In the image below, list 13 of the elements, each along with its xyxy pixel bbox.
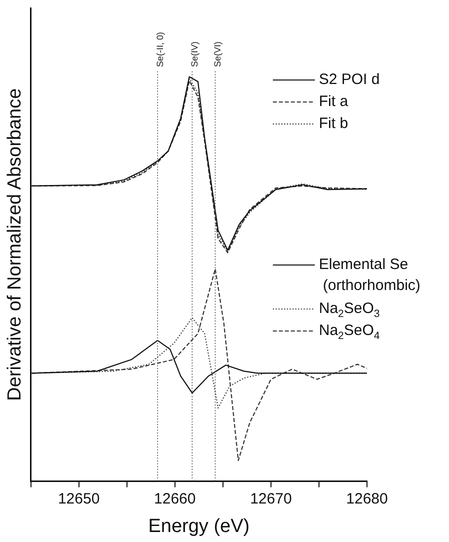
ref-line-label: Se(VI) [212,41,223,67]
x-tick-label: 12650 [58,490,100,508]
y-axis-title: Derivative of Normalized Absorbance [4,88,26,401]
legend-label: Elemental Se (orthorhombic) [318,256,420,294]
ref-line-label: Se(-II, 0) [155,32,166,67]
ref-line-label: Se(IV) [190,41,200,67]
x-axis-title: Energy (eV) [148,516,250,537]
x-tick-label: 12680 [346,490,388,508]
legend-label: Fit a [318,93,349,110]
x-tick-label: 12660 [154,490,196,508]
legend-label: Fit b [318,115,348,132]
legend-label: S2 POI d [318,71,380,88]
x-tick-label: 12670 [250,490,292,508]
